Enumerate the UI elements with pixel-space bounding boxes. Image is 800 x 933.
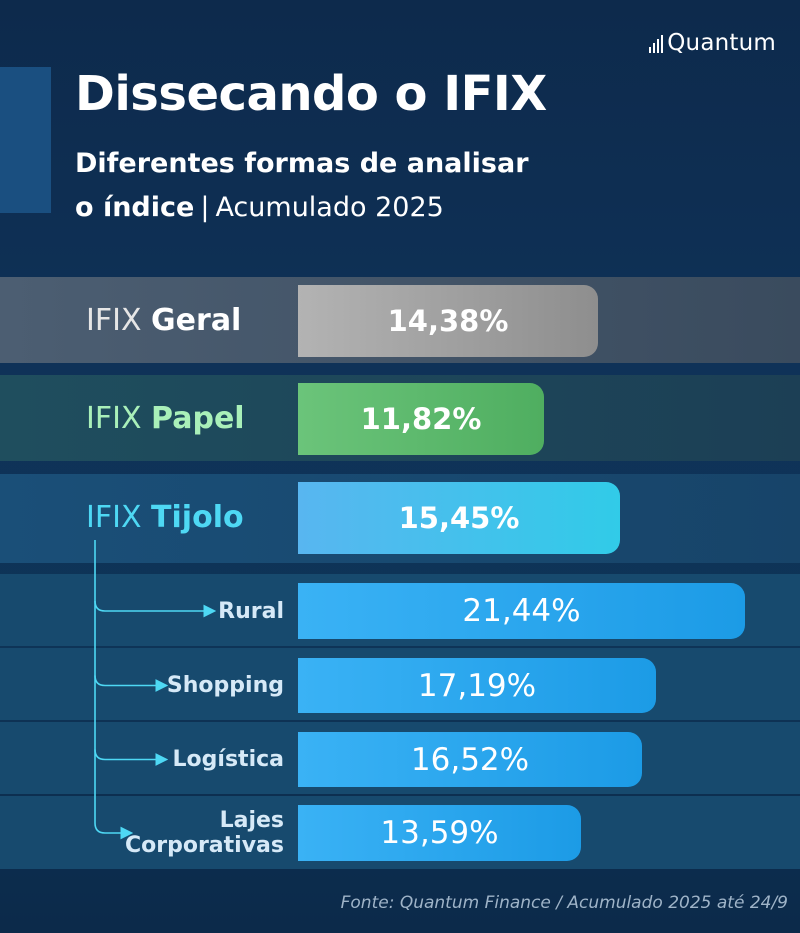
category-label-line: Corporativas xyxy=(124,833,284,858)
category-label-line: Shopping xyxy=(166,673,284,698)
data-label-tijolo: 15,45% xyxy=(398,501,520,535)
quantum-logo: Quantum xyxy=(649,30,776,56)
subtitle-light: Acumulado 2025 xyxy=(215,192,444,223)
bar-lajes-corporativas: 13,59% xyxy=(298,805,581,861)
page-subtitle: Diferentes formas de analisar o índice | A… xyxy=(75,142,529,230)
category-label-line: Logística xyxy=(172,747,284,772)
category-name: Papel xyxy=(151,401,245,436)
category-label-line: Rural xyxy=(218,598,284,624)
bar-geral: 14,38% xyxy=(298,285,598,357)
category-name: Geral xyxy=(151,303,242,338)
data-label-rural: 21,44% xyxy=(462,593,581,629)
logo-text: Quantum xyxy=(667,30,776,56)
logo-bars-icon xyxy=(649,35,664,53)
data-label-papel: 11,82% xyxy=(360,402,482,436)
data-label-geral: 14,38% xyxy=(387,304,509,338)
category-label-line: Lajes xyxy=(219,808,284,833)
category-label-shopping: Shopping xyxy=(167,673,284,698)
accent-block xyxy=(0,67,51,213)
bar-rural: 21,44% xyxy=(298,583,745,639)
page-title: Dissecando o IFIX xyxy=(75,66,547,122)
category-prefix: IFIX xyxy=(86,303,152,338)
bar-shopping: 17,19% xyxy=(298,658,656,713)
bar-papel: 11,82% xyxy=(298,383,544,455)
category-label-lajes-corporativas: Lajes Corporativas xyxy=(125,808,284,858)
bar-tijolo: 15,45% xyxy=(298,482,620,554)
data-label-shopping: 17,19% xyxy=(417,667,537,704)
subtitle-bold: o índice xyxy=(75,192,195,223)
bar-logistica: 16,52% xyxy=(298,732,642,787)
subtitle-separator: | xyxy=(200,192,210,223)
category-label-papel: IFIX Papel xyxy=(86,383,245,455)
category-label-logistica: Logística xyxy=(173,747,284,772)
source-footnote: Fonte: Quantum Finance / Acumulado 2025 … xyxy=(340,893,788,913)
data-label-logistica: 16,52% xyxy=(410,741,530,778)
category-prefix: IFIX xyxy=(86,401,152,436)
subtitle-line-1: Diferentes formas de analisar xyxy=(75,148,529,179)
category-label-tijolo: IFIX Tijolo xyxy=(86,482,244,554)
data-label-lajes-corporativas: 13,59% xyxy=(380,815,499,851)
category-label-geral: IFIX Geral xyxy=(86,285,241,357)
category-label-rural: Rural xyxy=(218,599,284,624)
category-prefix: IFIX xyxy=(86,500,152,535)
category-name: Tijolo xyxy=(151,500,244,535)
subtitle-line-2: o índice | Acumulado 2025 xyxy=(75,186,529,230)
